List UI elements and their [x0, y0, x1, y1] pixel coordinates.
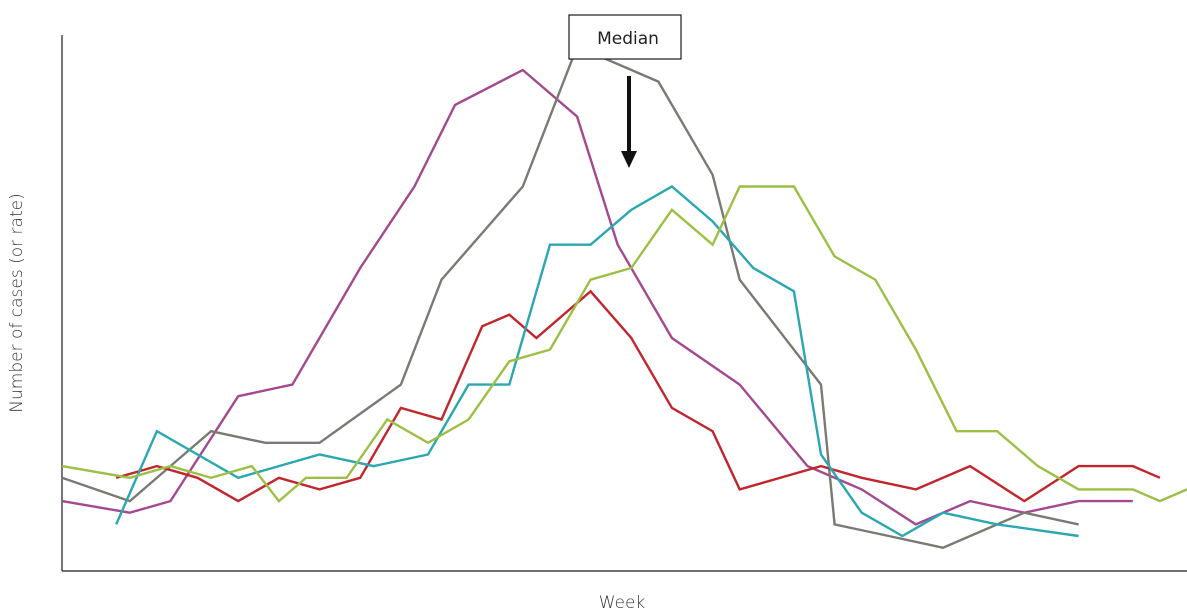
series-line-2 [61, 45, 1079, 549]
median-annotation-box [568, 14, 682, 60]
median-annotation-label: Median [597, 29, 659, 49]
median-arrow-head [621, 151, 637, 168]
x-axis-title: Week [599, 593, 646, 613]
median-annotation: Median [568, 14, 682, 168]
series-layer [61, 45, 1187, 549]
series-line-1 [61, 68, 1133, 526]
series-line-3 [115, 289, 1161, 503]
series-line-5 [61, 185, 1187, 503]
series-line-4 [115, 185, 1079, 538]
y-axis-title: Number of cases (or rate) [7, 193, 27, 412]
